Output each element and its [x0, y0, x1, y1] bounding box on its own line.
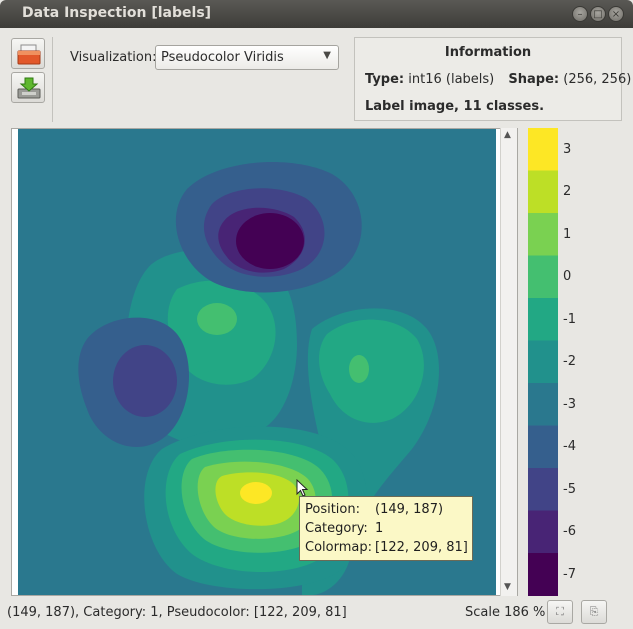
colorbar-segment: [528, 298, 558, 341]
colorbar-label: -1: [563, 312, 576, 327]
colorbar-segment: [528, 170, 558, 213]
information-description: Label image, 11 classes.: [365, 99, 545, 114]
information-panel: Information Type: int16 (labels) Shape: …: [354, 37, 631, 121]
window-title: Data Inspection [labels]: [22, 5, 212, 21]
colorbar-label: 1: [563, 227, 572, 242]
open-file-icon: [17, 44, 41, 65]
type-label: Type:: [365, 72, 405, 87]
tooltip-colormap-value: [122, 209, 81]: [375, 540, 468, 555]
chevron-down-icon: ▼: [323, 50, 331, 61]
scroll-up-icon[interactable]: ▲: [504, 130, 511, 140]
shape-label: Shape:: [508, 72, 560, 87]
status-text: (149, 187), Category: 1, Pseudocolor: [1…: [7, 605, 347, 620]
minimize-icon[interactable]: –: [572, 6, 588, 22]
colorbar-label: -5: [563, 482, 576, 497]
information-type-shape: Type: int16 (labels) Shape: (256, 256): [365, 72, 631, 87]
tooltip-category-label: Category:: [305, 521, 368, 536]
save-button[interactable]: [11, 72, 45, 103]
pixel-info-tooltip: Position: (149, 187) Category: 1 Colorma…: [299, 496, 473, 561]
close-icon[interactable]: ×: [608, 6, 624, 22]
colorbar-label: -7: [563, 567, 576, 582]
colorbar-segment: [528, 553, 558, 596]
zoom-reset-button[interactable]: ⎘: [581, 600, 607, 624]
vertical-scrollbar[interactable]: ▲ ▼: [500, 128, 517, 596]
colorbar-segment: [528, 213, 558, 256]
zoom-reset-icon: ⎘: [589, 605, 599, 618]
colorbar-label: 0: [563, 269, 572, 284]
visualization-select[interactable]: Pseudocolor Viridis ▼: [155, 45, 339, 70]
tooltip-position-value: (149, 187): [375, 502, 444, 517]
open-file-button[interactable]: [11, 38, 45, 69]
image-canvas[interactable]: [11, 128, 518, 596]
scale-readout: Scale 186 %: [465, 605, 546, 620]
label-image: [18, 129, 496, 595]
title-bar: Data Inspection [labels] – □ ×: [0, 0, 633, 28]
information-title: Information: [444, 45, 532, 60]
colorbar-segment: [528, 255, 558, 298]
save-download-icon: [17, 77, 41, 99]
colorbar-segment: [528, 468, 558, 511]
colorbar: [528, 128, 558, 596]
type-value: int16 (labels): [408, 72, 495, 87]
zoom-fit-icon: ⛶: [556, 605, 564, 618]
colorbar-segment: [528, 510, 558, 553]
visualization-selected-value: Pseudocolor Viridis: [161, 50, 284, 65]
colorbar-label: -2: [563, 354, 576, 369]
colorbar-segment: [528, 425, 558, 468]
mouse-pointer-icon: [296, 479, 309, 497]
colorbar-segment: [528, 340, 558, 383]
tooltip-position-label: Position:: [305, 502, 360, 517]
colorbar-label: 2: [563, 184, 572, 199]
toolbar-separator: [52, 37, 53, 122]
colorbar-label: -4: [563, 439, 576, 454]
shape-value: (256, 256): [563, 72, 632, 87]
maximize-icon[interactable]: □: [590, 6, 606, 22]
colorbar-segment: [528, 383, 558, 426]
visualization-label: Visualization:: [70, 50, 157, 65]
zoom-fit-button[interactable]: ⛶: [547, 600, 573, 624]
colorbar-segment: [528, 128, 558, 171]
scroll-down-icon[interactable]: ▼: [504, 582, 511, 592]
tooltip-colormap-label: Colormap:: [305, 540, 372, 555]
colorbar-label: 3: [563, 142, 572, 157]
tooltip-category-value: 1: [375, 521, 384, 536]
colorbar-label: -6: [563, 524, 576, 539]
colorbar-label: -3: [563, 397, 576, 412]
